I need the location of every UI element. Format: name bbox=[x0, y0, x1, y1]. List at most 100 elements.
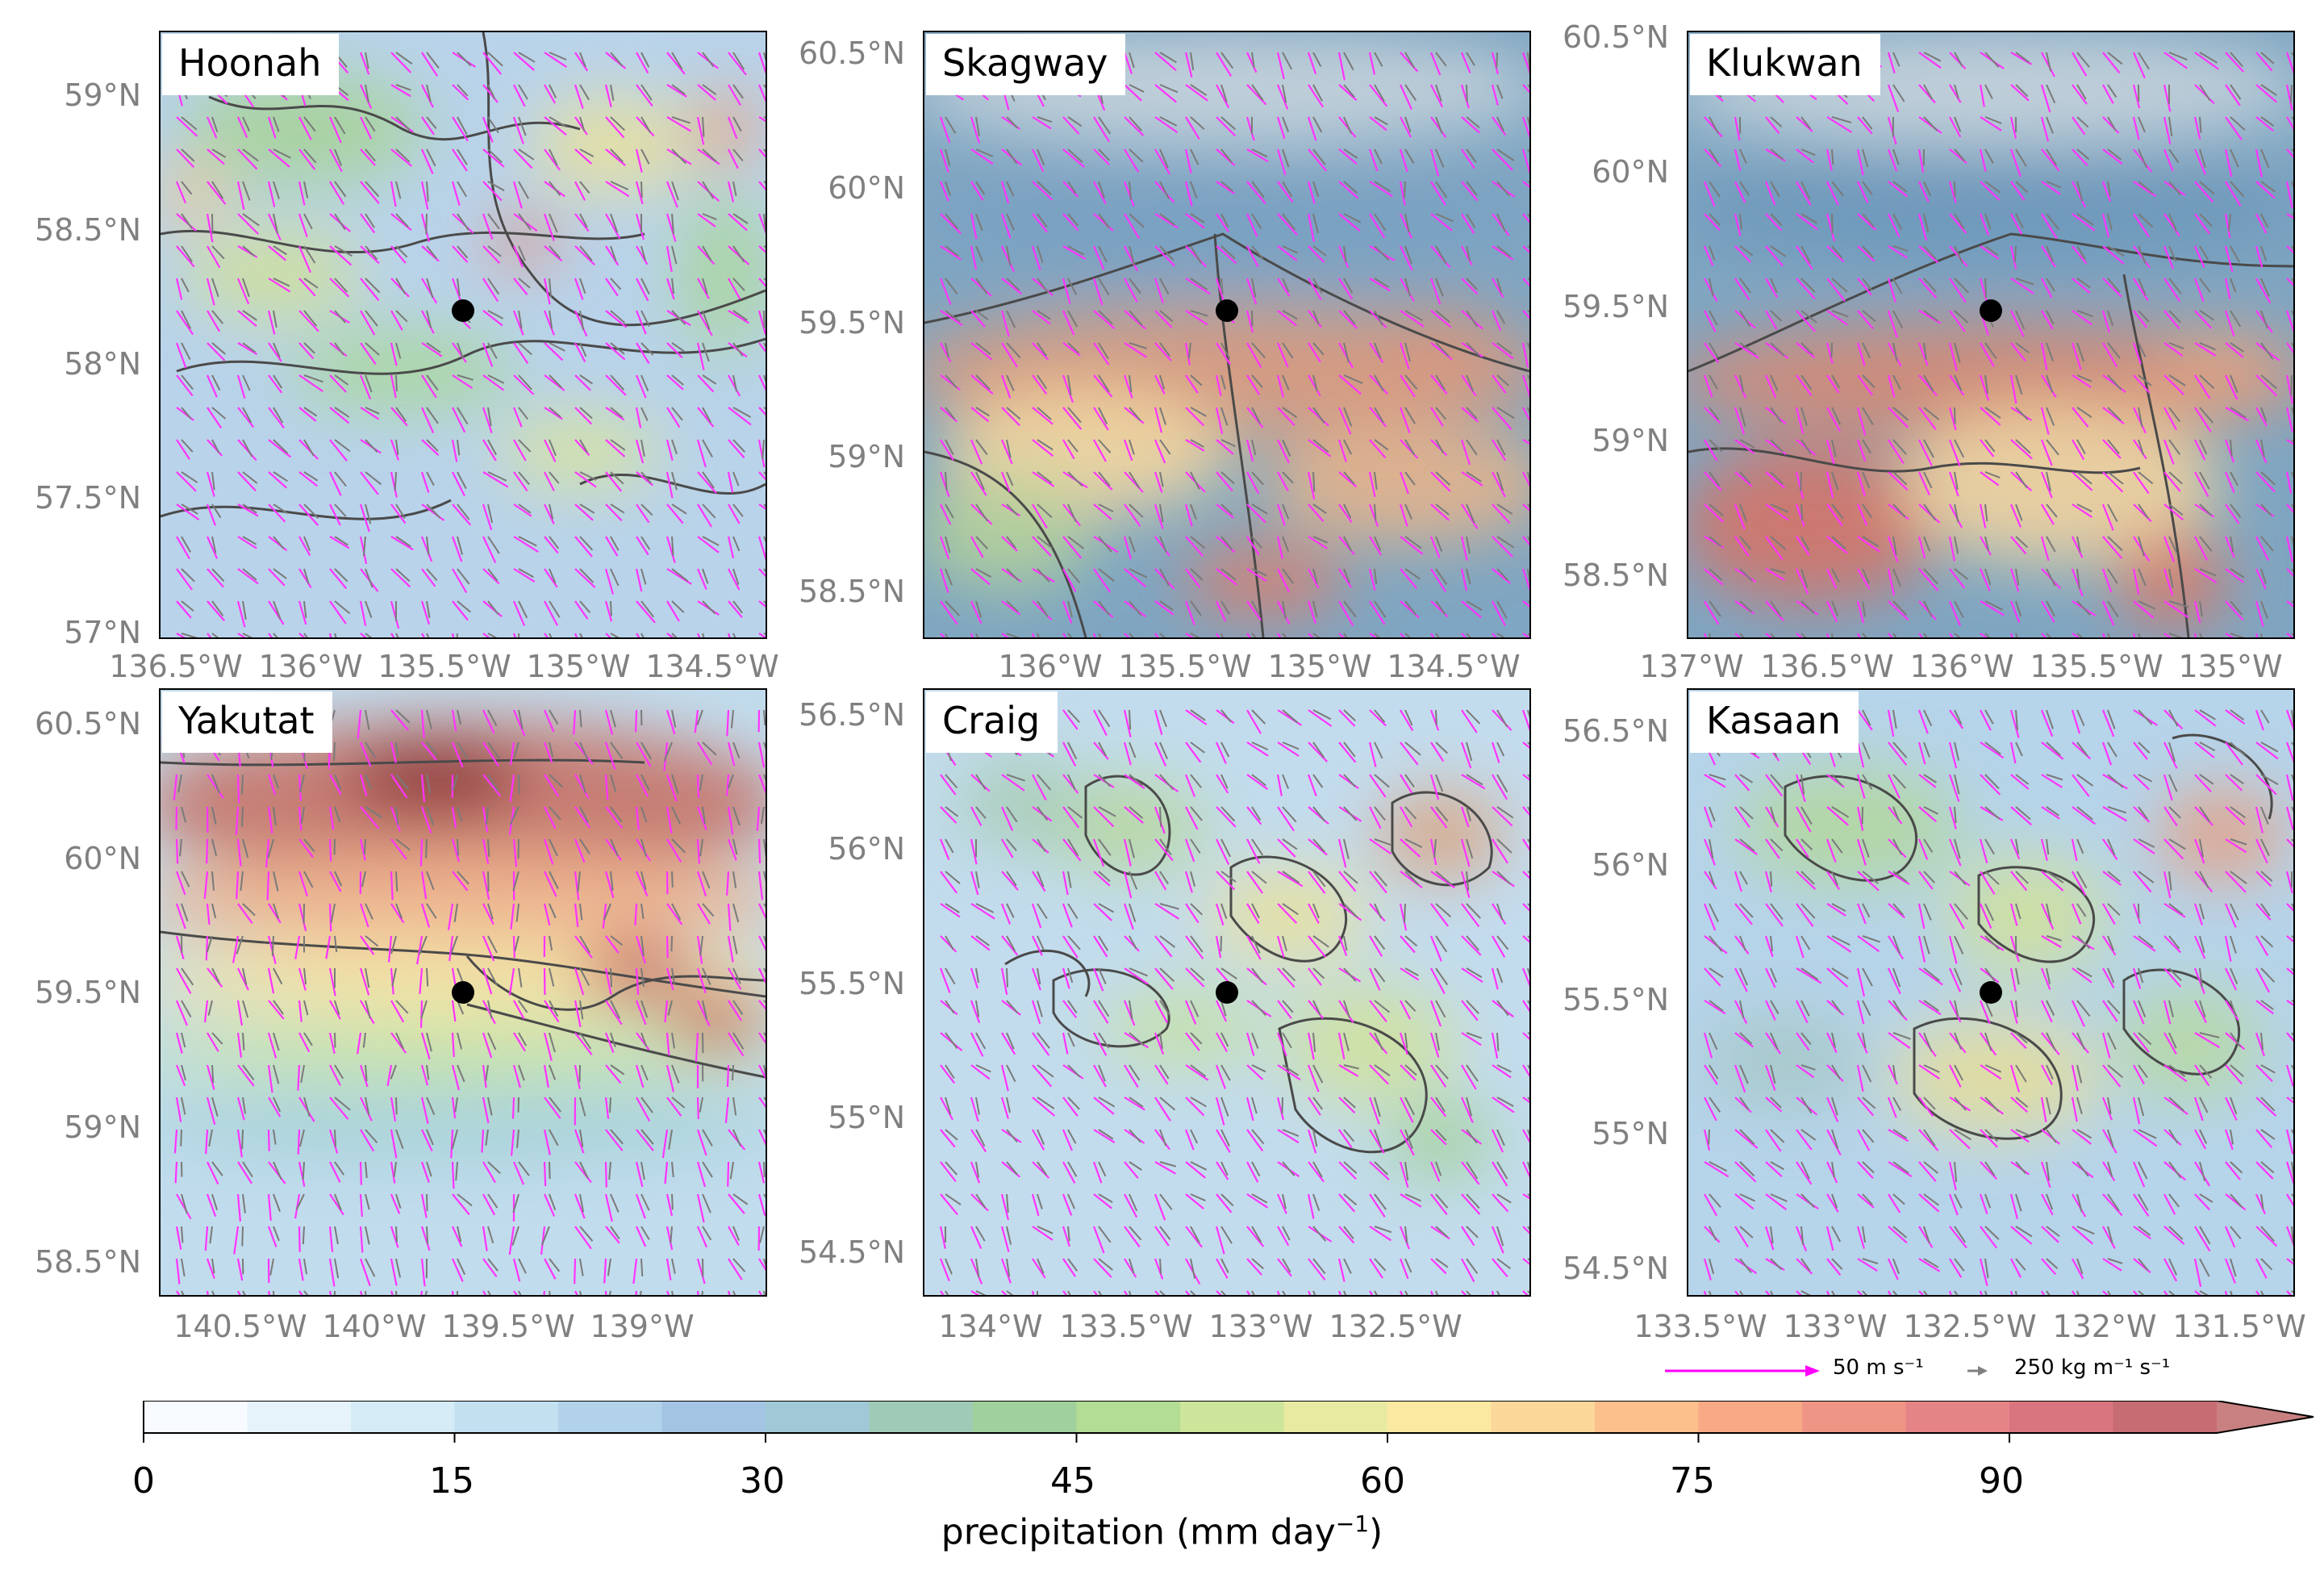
wind-vector bbox=[2102, 1000, 2118, 1022]
wind-vector bbox=[1857, 1258, 1878, 1272]
colorbar-segment bbox=[1387, 1401, 1492, 1433]
ivt-vector bbox=[732, 1258, 746, 1272]
wind-vector bbox=[510, 903, 515, 930]
ivt-vector bbox=[945, 568, 953, 586]
ivt-vector bbox=[365, 278, 381, 294]
wind-vector bbox=[1185, 742, 1202, 763]
wind-vector bbox=[482, 116, 494, 143]
ivt-vector bbox=[1159, 52, 1177, 64]
wind-vector bbox=[665, 1193, 674, 1217]
ivt-vector bbox=[181, 471, 198, 483]
wind-vector bbox=[1492, 1064, 1512, 1079]
wind-vector bbox=[360, 935, 375, 955]
wind-vector bbox=[2193, 600, 2201, 624]
panel-title: Skagway bbox=[926, 34, 1126, 95]
wind-vector bbox=[574, 342, 586, 363]
ivt-vector bbox=[1984, 568, 1992, 586]
wind-vector bbox=[2163, 967, 2182, 988]
wind-vector bbox=[1338, 633, 1345, 637]
wind-vector bbox=[574, 278, 584, 300]
wind-vector bbox=[1461, 1258, 1475, 1283]
ivt-vector bbox=[2138, 407, 2143, 428]
wind-vector bbox=[728, 600, 743, 618]
ivt-vector bbox=[518, 374, 532, 391]
wind-vector bbox=[1308, 806, 1329, 825]
ivt-vector bbox=[1527, 1129, 1529, 1137]
ivt-vector bbox=[1037, 967, 1041, 985]
ivt-vector bbox=[579, 503, 595, 514]
ivt-vector bbox=[518, 471, 530, 485]
wind-vector bbox=[728, 1193, 745, 1214]
wind-vector bbox=[207, 310, 221, 332]
ivt-vector bbox=[1006, 903, 1015, 918]
ivt-vector bbox=[2230, 1161, 2243, 1174]
wind-vector bbox=[1400, 1000, 1412, 1020]
wind-vector bbox=[1796, 838, 1809, 859]
ivt-vector bbox=[1006, 1032, 1015, 1050]
ivt-vector bbox=[640, 148, 650, 165]
ivt-vector bbox=[365, 1000, 371, 1019]
ivt-vector bbox=[1190, 245, 1202, 264]
ivt-vector bbox=[1282, 374, 1290, 391]
ivt-vector bbox=[579, 935, 591, 954]
ivt-vector bbox=[2076, 709, 2085, 726]
ivt-arrow-key bbox=[1967, 1366, 1988, 1376]
ivt-vector bbox=[1800, 935, 1811, 950]
wind-vector bbox=[359, 1064, 369, 1088]
wind-vector bbox=[2225, 806, 2246, 825]
ivt-vector bbox=[1954, 838, 1961, 859]
wind-vector bbox=[390, 1258, 398, 1286]
ivt-vector bbox=[1129, 742, 1137, 758]
ivt-vector bbox=[2138, 600, 2156, 610]
wind-vector bbox=[1338, 871, 1357, 892]
wind-vector bbox=[298, 342, 315, 360]
ivt-vector bbox=[1098, 503, 1114, 512]
wind-vector bbox=[2041, 503, 2055, 525]
wind-vector bbox=[482, 871, 490, 900]
wind-vector bbox=[1857, 871, 1880, 892]
wind-vector bbox=[1734, 1032, 1754, 1048]
wind-vector bbox=[233, 1226, 240, 1255]
wind-vector bbox=[1000, 213, 1012, 239]
wind-vector bbox=[1796, 213, 1818, 231]
ivt-vector bbox=[1892, 1000, 1905, 1017]
wind-vector bbox=[2102, 84, 2114, 104]
ivt-vector bbox=[1709, 407, 1720, 420]
ivt-vector bbox=[579, 806, 589, 823]
coastline bbox=[1784, 775, 1917, 882]
ivt-vector bbox=[610, 181, 629, 190]
wind-vector bbox=[1856, 600, 1865, 624]
wind-vector bbox=[298, 1032, 311, 1053]
wind-vector bbox=[2041, 1226, 2059, 1243]
wind-vector bbox=[1277, 1064, 1301, 1081]
ivt-vector bbox=[732, 213, 749, 224]
wind-vector bbox=[1856, 148, 1864, 176]
wind-vector bbox=[636, 245, 649, 265]
ivt-vector bbox=[1770, 310, 1783, 322]
wind-vector bbox=[1461, 1290, 1467, 1295]
ivt-vector bbox=[1312, 439, 1329, 453]
ivt-vector bbox=[1343, 439, 1353, 455]
ivt-vector bbox=[518, 600, 528, 619]
ivt-vector bbox=[426, 967, 429, 987]
ivt-vector bbox=[2107, 742, 2117, 758]
wind-vector bbox=[2072, 536, 2084, 558]
wind-vector bbox=[2009, 116, 2017, 139]
ivt-vector bbox=[2168, 568, 2174, 588]
xtick: 133°W bbox=[1783, 1309, 1888, 1344]
ivt-vector bbox=[1312, 806, 1326, 822]
wind-vector bbox=[237, 148, 258, 170]
wind-vector bbox=[420, 1258, 426, 1287]
ivt-vector bbox=[2015, 1258, 2026, 1271]
wind-vector bbox=[1124, 148, 1140, 173]
ivt-vector bbox=[1190, 374, 1203, 386]
ivt-vector bbox=[1067, 709, 1080, 723]
ytick: 59°N bbox=[1592, 423, 1669, 458]
wind-vector bbox=[2255, 600, 2264, 627]
ivt-vector bbox=[1312, 774, 1324, 788]
wind-vector bbox=[1949, 84, 1962, 103]
ivt-vector bbox=[1067, 1161, 1078, 1177]
ivt-vector bbox=[334, 774, 342, 790]
wind-vector bbox=[1032, 1258, 1046, 1279]
map-panel-hoonah: Hoonah bbox=[159, 31, 767, 639]
